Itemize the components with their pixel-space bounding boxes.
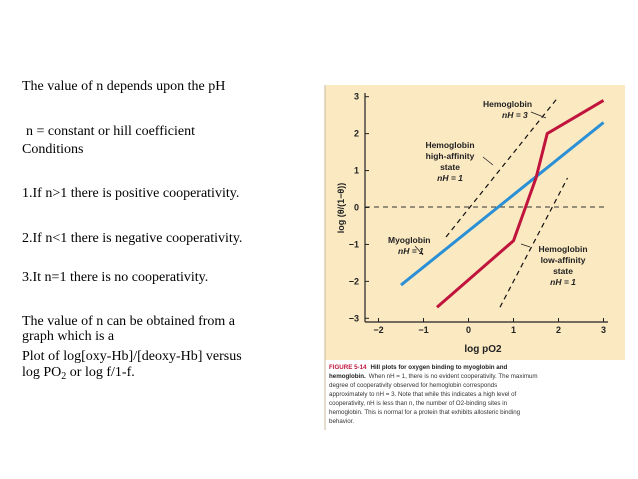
text-line-none: 3.It n=1 there is no cooperativity. [22, 270, 209, 285]
caption-line-6: hemoglobin. This is normal for a protein… [329, 409, 521, 416]
y-tick-label: 2 [354, 129, 359, 139]
caption-title: Hill plots for oxygen binding to myoglob… [370, 364, 507, 371]
y-tick-label: −1 [349, 239, 359, 249]
series-line-hemoglobin-high-affinity-state [445, 96, 559, 238]
caption-label: FIGURE 5-14 [329, 364, 367, 371]
hill-plot-figure: −2 −1 0 1 2 3 3 2 1 0 −1 −2 −3 Hemoglobin nH = 3 Hem… [324, 85, 625, 430]
label-myoglobin-nh: nH = 1 [398, 246, 424, 256]
x-tick-label: 1 [511, 325, 516, 335]
y-tick-label: 0 [354, 203, 359, 213]
label-low-affinity-2: low-affinity [541, 255, 586, 265]
caption-line-3: degree of cooperativity observed for hem… [329, 382, 497, 389]
caption-line-7: behavior. [329, 418, 354, 425]
text-line-graph: graph which is a [22, 329, 115, 344]
label-hemoglobin-nh: nH = 3 [502, 110, 528, 120]
text-or-log: or log f/1-f. [66, 365, 135, 380]
series-line-myoglobin [400, 121, 605, 287]
pointer-high-affinity [482, 156, 494, 166]
axis-ticks: −2 −1 0 1 2 3 3 2 1 0 −1 −2 −3 [349, 92, 606, 335]
label-high-affinity-2: high-affinity [426, 151, 475, 161]
caption-line-5: cooperativity, nH is less than n, the nu… [329, 400, 508, 407]
label-high-affinity-4: nH = 1 [437, 173, 463, 183]
series-line-hemoglobin [436, 99, 605, 309]
text-log-po: log PO [22, 365, 62, 380]
x-axis-label: log pO2 [464, 344, 502, 355]
x-tick-label: 2 [556, 325, 561, 335]
label-hemoglobin: Hemoglobin [483, 99, 532, 109]
series-layer [400, 96, 605, 309]
text-line-plot: Plot of log[oxy-Hb]/[deoxy-Hb] versus [22, 349, 242, 364]
y-tick-label: −3 [349, 313, 359, 323]
figure-panel [325, 85, 625, 360]
figure-caption: FIGURE 5-14 Hill plots for oxygen binding… [329, 364, 538, 425]
text-line-log-po2: log PO2 or log f/1-f. [22, 364, 135, 385]
series-line-hemoglobin-low-affinity-state [499, 177, 569, 308]
pointer-low-affinity [520, 243, 531, 248]
label-myoglobin: Myoglobin [388, 235, 431, 245]
y-tick-label: 3 [354, 92, 359, 102]
text-line-hill-coefficient: n = constant or hill coefficient [26, 124, 195, 139]
label-low-affinity-3: state [553, 266, 573, 276]
text-line-conditions: Conditions [22, 142, 84, 157]
caption-line-2: hemoglobin. When nH = 1, there is no evid… [329, 373, 538, 380]
x-tick-label: −2 [373, 325, 383, 335]
label-low-affinity-1: Hemoglobin [538, 244, 587, 254]
pointer-hemoglobin [530, 111, 547, 119]
x-tick-label: −1 [418, 325, 428, 335]
y-axis-label: log (θ/(1−θ)) [336, 183, 346, 233]
text-subscript-2: 2 [61, 371, 67, 382]
pointer-myoglobin [414, 245, 424, 256]
label-low-affinity-4: nH = 1 [550, 277, 576, 287]
text-line-positive: 1.If n>1 there is positive cooperativity… [22, 186, 240, 201]
text-line-negative: 2.If n<1 there is negative cooperativity… [22, 231, 243, 246]
text-line-ph: The value of n depends upon the pH [22, 79, 226, 94]
x-tick-label: 0 [466, 325, 471, 335]
label-high-affinity-3: state [440, 162, 460, 172]
y-tick-label: 1 [354, 166, 359, 176]
label-high-affinity-1: Hemoglobin [425, 140, 474, 150]
caption-line-1: FIGURE 5-14 Hill plots for oxygen binding… [329, 364, 508, 371]
text-line-obtained: The value of n can be obtained from a [22, 314, 236, 329]
caption-line-4: approximately to nH = 3. Note that while… [329, 391, 517, 398]
y-tick-label: −2 [349, 276, 359, 286]
x-tick-label: 3 [601, 325, 606, 335]
